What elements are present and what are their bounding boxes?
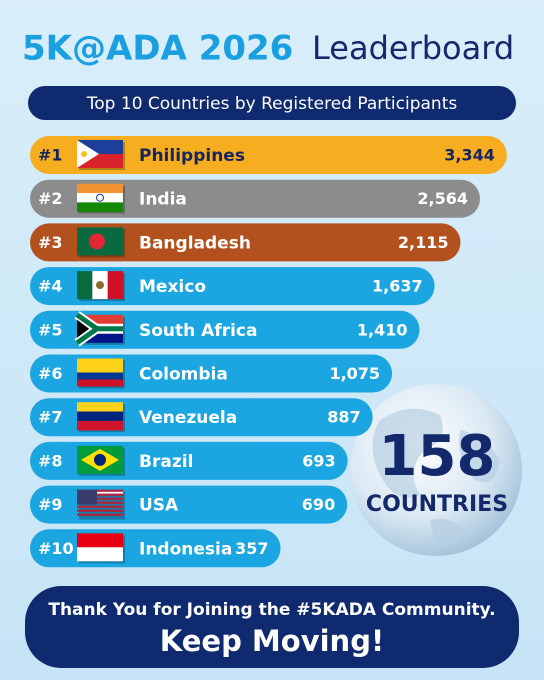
- flag-part: [77, 271, 93, 300]
- value-label: 690: [302, 495, 335, 514]
- value-label: 2,115: [398, 233, 449, 252]
- flag-part: [96, 281, 104, 290]
- category-label: Mexico: [139, 277, 206, 297]
- flag-part: [77, 358, 123, 373]
- flag: [77, 227, 125, 258]
- flag-part: [77, 491, 123, 494]
- flag-part: [77, 183, 123, 194]
- flag-part: [77, 379, 123, 387]
- flag-part: [96, 193, 104, 202]
- flag-part: [75, 312, 123, 345]
- flag-part: [77, 202, 123, 212]
- category-label: USA: [139, 496, 179, 516]
- rank-label: #5: [38, 320, 63, 339]
- category-label: Philippines: [139, 146, 245, 166]
- rank-label: #10: [38, 539, 74, 558]
- subtitle: Top 10 Countries by Registered Participa…: [86, 94, 458, 114]
- globe-number: 158: [379, 424, 496, 489]
- flag-part: [107, 271, 124, 300]
- bar: [30, 267, 435, 306]
- value-label: 2,564: [417, 189, 468, 208]
- value-label: 887: [327, 408, 360, 427]
- bars: #1 Philippines 3,344 #2 India 2,564 #3 Banglade…: [30, 136, 507, 568]
- value-label: 357: [235, 539, 268, 558]
- bar: [30, 223, 461, 262]
- flag-part: [77, 489, 123, 492]
- globe-land: [372, 408, 500, 546]
- flag: [77, 533, 125, 564]
- category-label: India: [139, 190, 187, 210]
- value-label: 1,075: [329, 364, 380, 383]
- flag: [77, 358, 125, 389]
- flag-part: [77, 193, 123, 203]
- value-label: 3,344: [444, 146, 495, 165]
- rank-label: #4: [38, 277, 63, 296]
- category-label: Bangladesh: [139, 233, 251, 253]
- subtitle-pill: [28, 86, 516, 120]
- globe: [350, 384, 522, 556]
- flag-part: [89, 233, 105, 250]
- category-label: Indonesia: [139, 539, 232, 559]
- flag: [77, 140, 125, 170]
- flag-part: [77, 513, 123, 516]
- flag-part: [77, 402, 123, 412]
- category-label: Venezuela: [139, 408, 237, 428]
- flag-part: [77, 505, 123, 508]
- category-label: South Africa: [139, 321, 258, 341]
- category-label: Colombia: [139, 365, 228, 385]
- flag-part: [77, 547, 123, 562]
- footer-line1: Thank You for Joining the #5KADA Communi…: [48, 600, 495, 620]
- value-label: 693: [302, 451, 335, 470]
- bar: [30, 179, 481, 218]
- value-label: 1,410: [357, 320, 408, 339]
- flag: [77, 445, 125, 476]
- rank-label: #9: [38, 495, 63, 514]
- flag-part: [77, 533, 123, 548]
- flag-part: [77, 411, 123, 422]
- flag-part: [77, 489, 97, 505]
- flag-part: [77, 493, 123, 496]
- flag-part: [77, 509, 123, 512]
- footer-line2: Keep Moving!: [160, 624, 384, 658]
- flag: [74, 311, 125, 347]
- flag-part: [94, 453, 106, 466]
- rank-label: #8: [38, 451, 63, 470]
- footer-pill: [25, 586, 519, 668]
- rank-label: #6: [38, 364, 63, 383]
- flag-part: [77, 319, 89, 338]
- globe-label: COUNTRIES: [366, 492, 508, 517]
- flag: [77, 271, 125, 302]
- category-label: Brazil: [139, 452, 193, 472]
- flag-part: [77, 372, 123, 380]
- flag: [77, 183, 125, 214]
- value-label: 1,637: [372, 277, 423, 296]
- rank-label: #7: [38, 408, 63, 427]
- rank-label: #2: [38, 189, 63, 208]
- flag-part: [77, 420, 123, 431]
- title-word: Leaderboard: [312, 29, 514, 67]
- rank-label: #1: [38, 146, 63, 165]
- flag: [77, 489, 125, 520]
- bar: [30, 136, 507, 174]
- flag-part: [81, 151, 87, 157]
- flag-part: [77, 501, 123, 504]
- title-brand: 5K@ADA 2026: [22, 29, 293, 69]
- rank-label: #3: [38, 233, 63, 252]
- flag-part: [77, 497, 123, 500]
- bar: [30, 310, 420, 349]
- flag: [77, 402, 125, 433]
- flag-part: [77, 140, 99, 168]
